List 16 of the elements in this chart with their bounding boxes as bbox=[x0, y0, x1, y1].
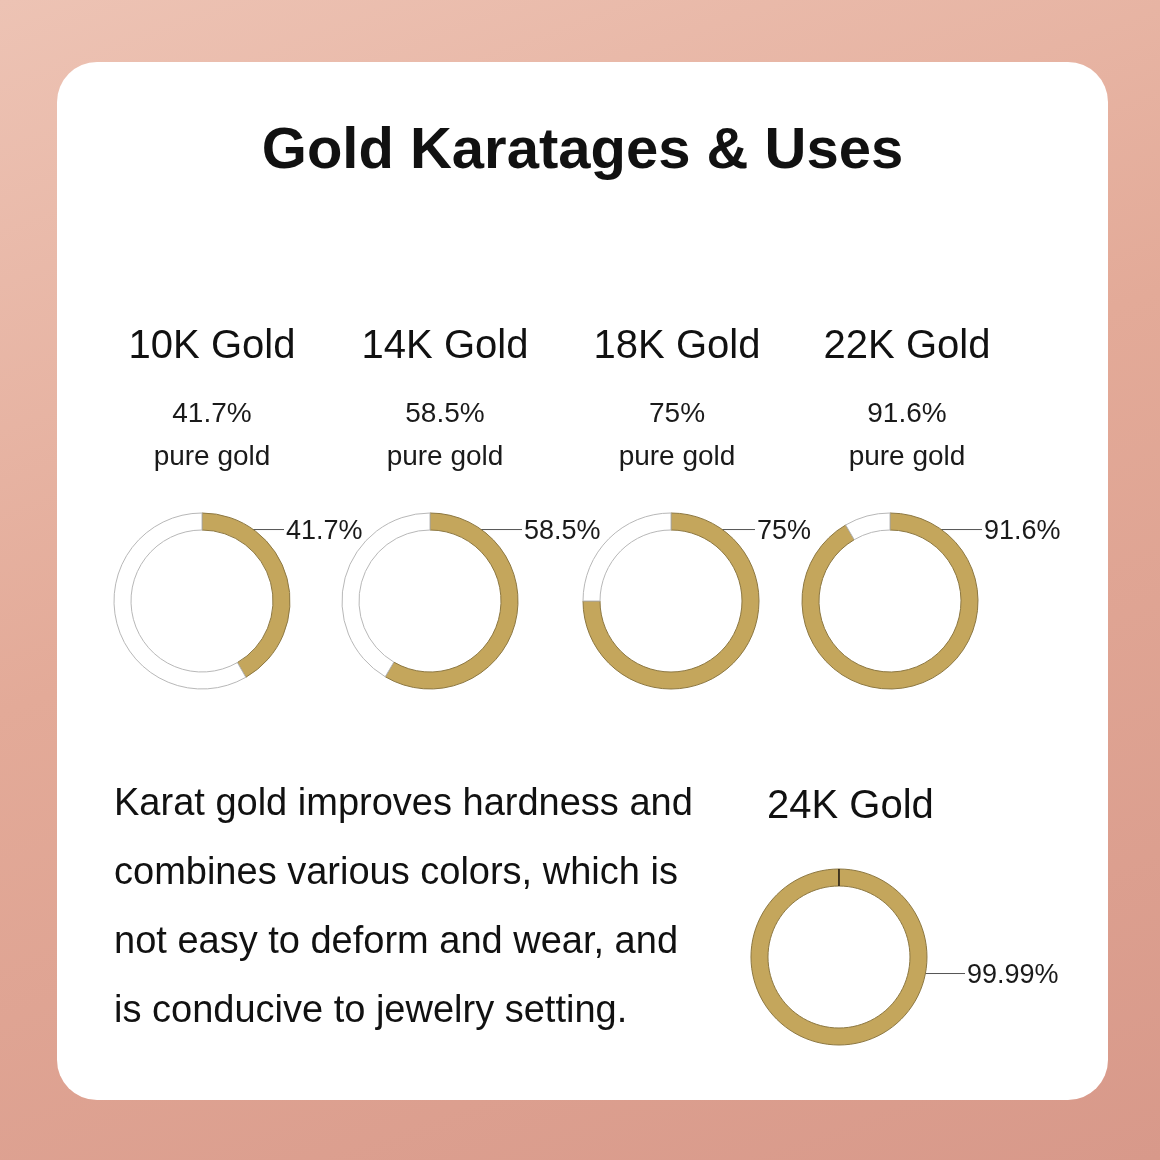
chart-title: 24K Gold bbox=[767, 782, 934, 826]
data-label: 58.5% bbox=[524, 514, 601, 545]
chart-subtitle: 91.6% pure gold bbox=[848, 397, 966, 471]
chart-title: 22K Gold bbox=[823, 322, 991, 366]
chart-title: 14K Gold bbox=[361, 322, 529, 366]
data-label: 99.99% bbox=[967, 958, 1059, 989]
chart-subtitle: 58.5% pure gold bbox=[386, 397, 504, 471]
data-label: 75% bbox=[757, 514, 812, 545]
chart-title: 18K Gold bbox=[593, 322, 761, 366]
chart-title: 10K Gold bbox=[128, 322, 296, 366]
text: Karat gold improves hardness and combines various colors, which is not easy to deform and wear, and is conducive to jewelry setting. bbox=[114, 780, 694, 1032]
data-label: 41.7% bbox=[286, 514, 363, 545]
chart-subtitle: 75% pure gold bbox=[618, 397, 736, 471]
data-label: 91.6% bbox=[984, 514, 1061, 545]
chart-subtitle: 41.7% pure gold bbox=[153, 397, 271, 471]
text: Gold Karatages & Uses bbox=[260, 114, 905, 182]
